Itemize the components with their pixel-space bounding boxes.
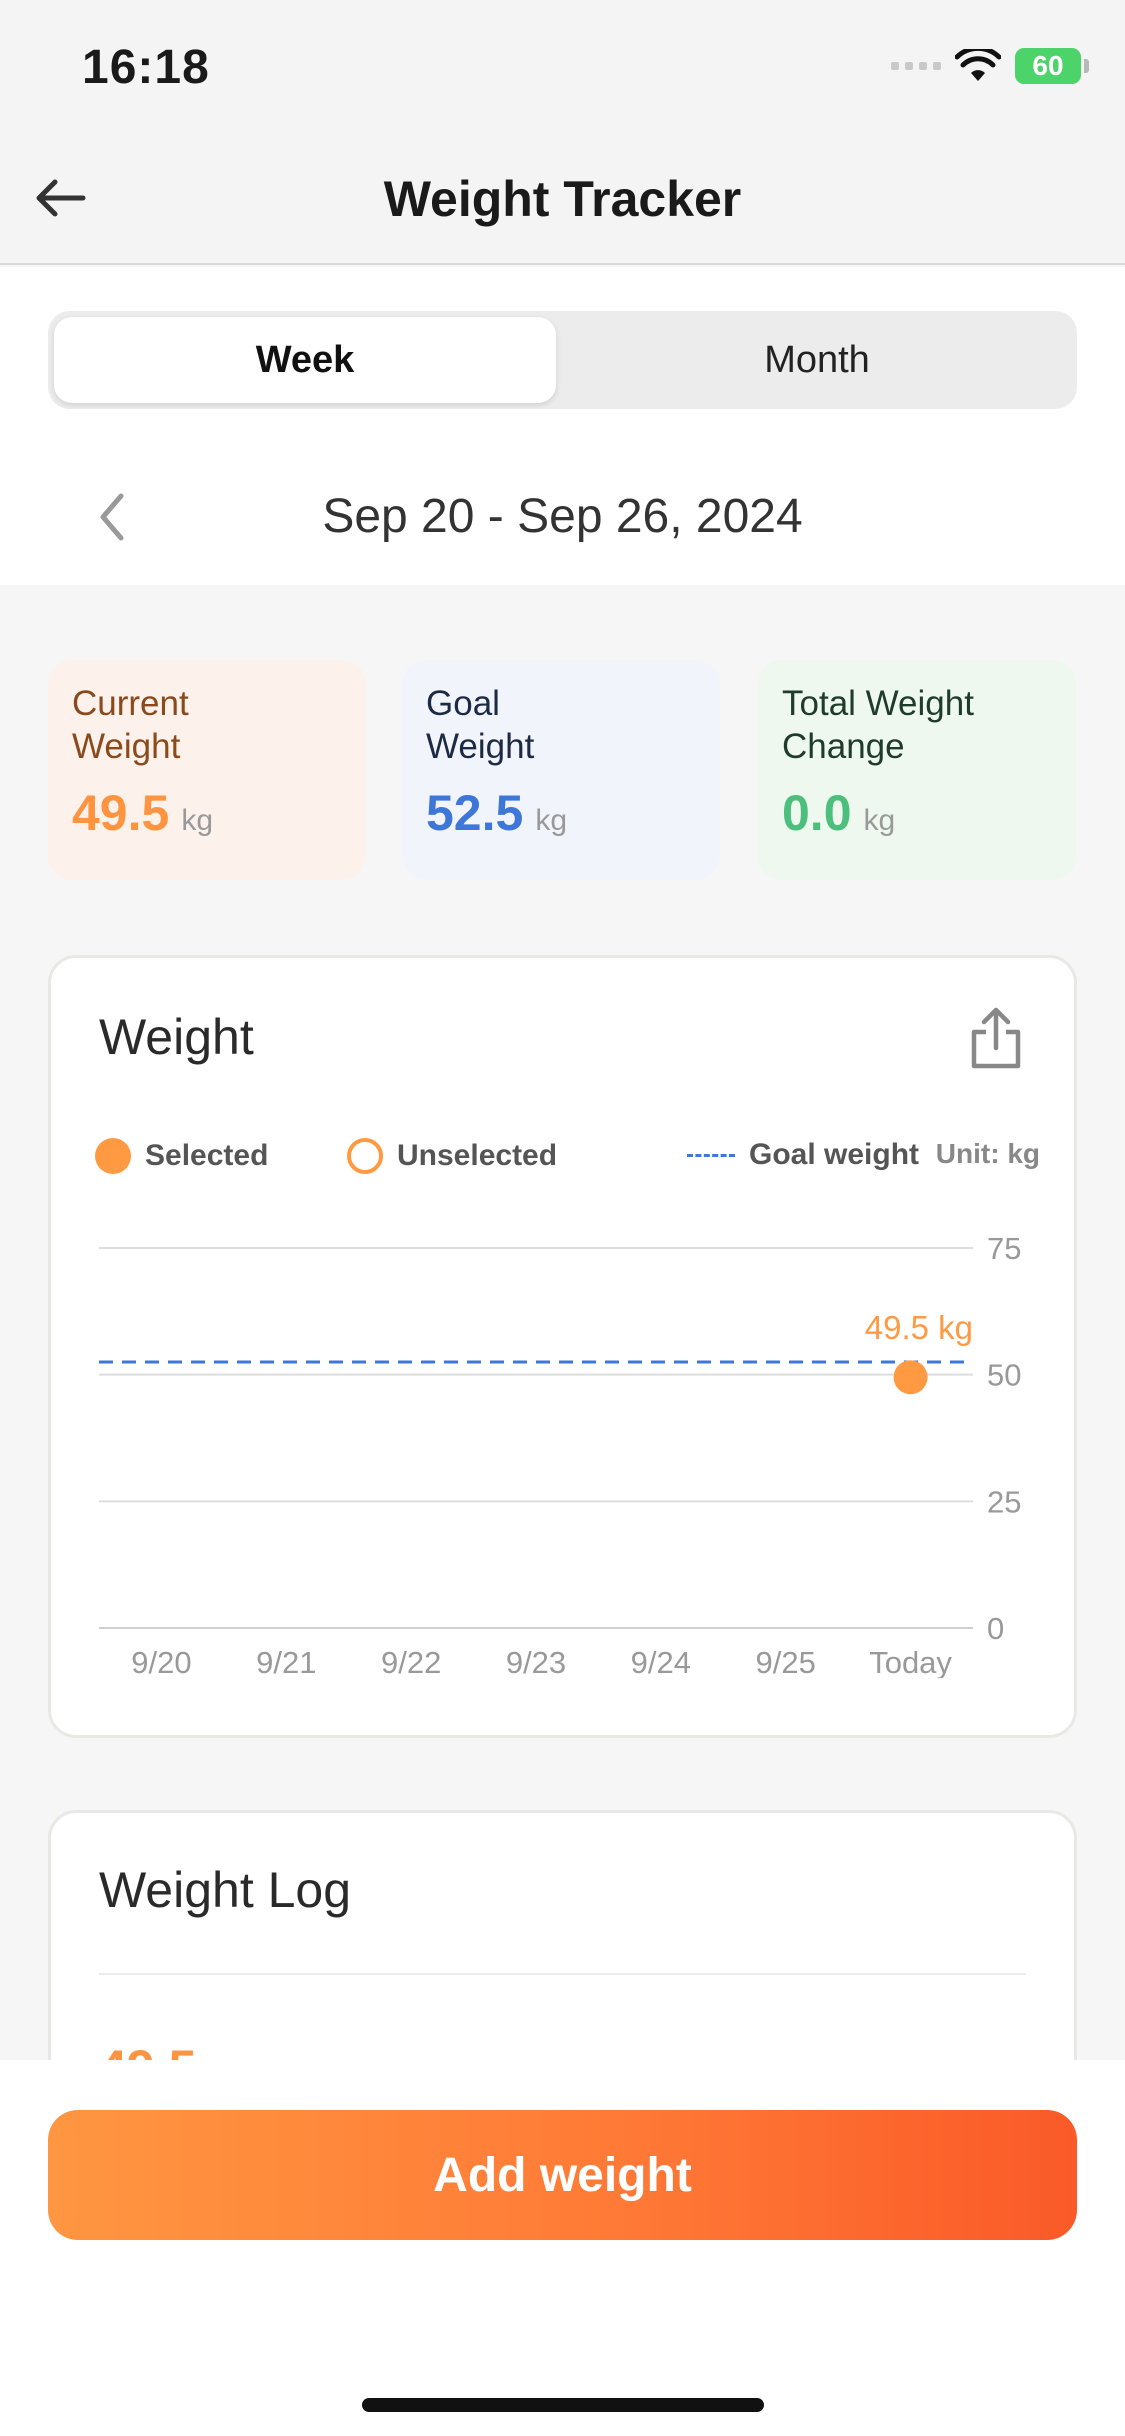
x-tick-label: 9/23 [506,1645,566,1678]
data-point-selected [893,1360,928,1395]
battery-icon: 60 [1015,48,1089,84]
goal-weight-label-line1: Goal [426,684,500,723]
current-weight-unit: kg [181,804,214,837]
previous-period-button[interactable] [80,485,144,549]
legend-unselected: Unselected [347,1138,557,1174]
status-indicators: 60 [891,48,1089,84]
current-weight-label-line2: Weight [72,727,181,766]
legend-selected-label: Selected [145,1139,269,1172]
share-button[interactable] [966,1006,1026,1072]
chart-legend: Selected Unselected Goal weight Unit: kg [95,1138,1040,1182]
goal-weight-value: 52.5 [426,785,524,841]
arrow-left-icon [36,179,86,217]
dashed-line-icon [687,1153,735,1157]
tab-month[interactable]: Month [764,338,870,381]
unselected-dot-icon [347,1138,383,1174]
status-bar: 16:18 60 [0,0,1125,140]
bottom-action-bar: Add weight [0,2060,1125,2436]
goal-weight-label-line2: Weight [426,727,535,766]
legend-unselected-label: Unselected [397,1139,558,1172]
goal-weight-label: Goal Weight [426,682,696,768]
legend-goal-weight: Goal weight [687,1138,919,1172]
current-weight-value-row: 49.5 kg [72,784,342,842]
x-tick-label: Today [869,1645,952,1678]
y-tick-label: 0 [987,1611,1004,1646]
chevron-left-icon [100,493,124,541]
battery-level: 60 [1032,50,1064,81]
total-change-label-line2: Change [782,727,905,766]
add-weight-button[interactable]: Add weight [48,2110,1077,2240]
navigation-bar: Weight Tracker [0,140,1125,265]
x-tick-label: 9/20 [131,1645,191,1678]
total-change-value: 0.0 [782,785,852,841]
x-tick-label: 9/22 [381,1645,441,1678]
total-change-unit: kg [863,804,896,837]
x-tick-label: 9/24 [631,1645,691,1678]
total-weight-change-card: Total Weight Change 0.0 kg [758,660,1076,880]
wifi-icon [955,49,1001,81]
total-change-value-row: 0.0 kg [782,784,1052,842]
weight-log-divider [99,1973,1026,1975]
weight-chart-card: Weight Selected Unselected Goal weight U… [48,955,1077,1738]
home-indicator [362,2398,764,2412]
goal-weight-unit: kg [535,804,568,837]
x-tick-label: 9/21 [256,1645,316,1678]
chart-unit-label: Unit: kg [935,1138,1040,1169]
current-weight-value: 49.5 [72,785,170,841]
current-weight-card: Current Weight 49.5 kg [48,660,366,880]
weight-chart: 75 50 25 0 9/20 9/21 9/22 9/23 9/24 9/25 Today 49.5… [99,1231,1021,1678]
data-point-label: 49.5 kg [865,1309,973,1346]
weight-log-title: Weight Log [99,1862,352,1918]
y-tick-label: 25 [987,1484,1021,1519]
total-change-label: Total Weight Change [782,682,1052,768]
share-icon [971,1007,1021,1069]
chart-card-title: Weight [99,1009,254,1065]
cellular-signal-icon [891,62,941,70]
tab-week[interactable]: Week [54,317,556,403]
period-segmented-control: Week Month [48,311,1077,409]
back-button[interactable] [28,166,92,230]
current-weight-label: Current Weight [72,682,342,768]
status-time: 16:18 [82,41,210,94]
goal-weight-card[interactable]: Goal Weight 52.5 kg [402,660,720,880]
x-tick-label: 9/25 [756,1645,816,1678]
total-change-label-line1: Total Weight [782,684,974,723]
goal-weight-value-row: 52.5 kg [426,784,696,842]
y-tick-label: 50 [987,1358,1021,1393]
legend-goal-label: Goal weight [749,1138,920,1171]
current-weight-label-line1: Current [72,684,189,723]
date-range-label: Sep 20 - Sep 26, 2024 [322,490,803,543]
period-selector-section: Week Month Sep 20 - Sep 26, 2024 [0,267,1125,585]
page-title: Weight Tracker [383,171,742,227]
y-tick-label: 75 [987,1231,1021,1266]
selected-dot-icon [95,1138,131,1174]
legend-selected: Selected [95,1138,268,1174]
